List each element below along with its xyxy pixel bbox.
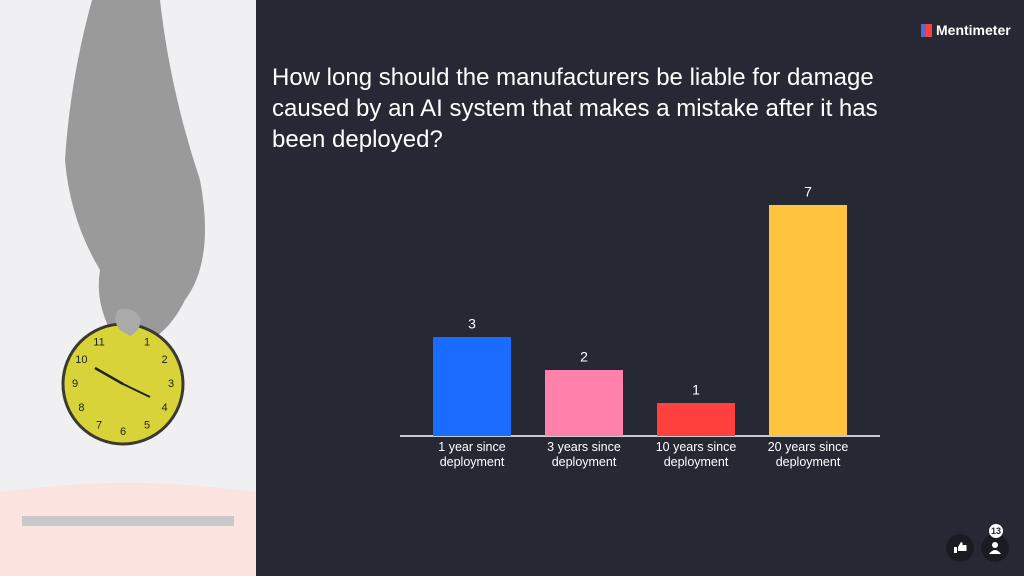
clock-number: 11 xyxy=(93,336,104,348)
category-label: 20 years since deployment xyxy=(767,440,849,469)
clock-number: 5 xyxy=(144,419,150,431)
thumb xyxy=(115,308,141,336)
bar xyxy=(769,205,847,436)
category-label: 1 year since deployment xyxy=(438,440,506,469)
value-label: 7 xyxy=(804,184,812,200)
category-label: 10 years since deployment xyxy=(655,440,737,469)
value-label: 2 xyxy=(580,349,588,365)
value-label: 1 xyxy=(692,382,700,398)
bar xyxy=(545,370,623,436)
value-label: 3 xyxy=(468,316,476,332)
slot xyxy=(22,516,234,526)
question-title: How long should the manufacturers be lia… xyxy=(272,64,878,153)
like-button[interactable] xyxy=(946,534,974,562)
hand xyxy=(65,0,205,342)
participants-button[interactable] xyxy=(981,534,1009,562)
brand-name: Mentimeter xyxy=(936,22,1011,38)
category-label: 3 years since deployment xyxy=(547,440,621,469)
clock-number: 10 xyxy=(75,354,87,366)
participants-badge xyxy=(989,524,1003,538)
bar xyxy=(657,403,735,436)
clock-number: 7 xyxy=(96,419,102,431)
participants-count: 13 xyxy=(991,526,1001,536)
clock-number: 4 xyxy=(162,402,168,414)
brand-logo xyxy=(926,24,932,37)
floor xyxy=(0,483,256,576)
clock-number: 9 xyxy=(72,378,78,390)
clock-number: 1 xyxy=(144,336,150,348)
clock-number: 6 xyxy=(120,426,126,438)
clock-hand xyxy=(122,383,151,398)
clock-number: 2 xyxy=(162,354,168,366)
bar xyxy=(433,337,511,436)
clock-number: 8 xyxy=(78,402,84,414)
clock-number: 3 xyxy=(168,378,174,390)
clock-hand xyxy=(94,366,124,386)
